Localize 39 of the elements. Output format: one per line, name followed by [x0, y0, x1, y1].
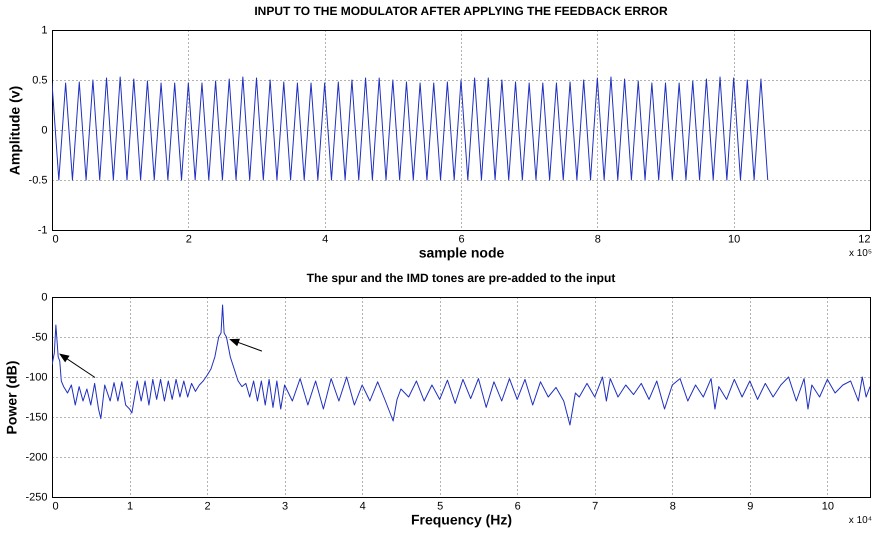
- y-tick-label: -1: [38, 224, 48, 236]
- x-tick-label: 7: [592, 500, 598, 512]
- x-axis-title: Frequency (Hz): [410, 512, 512, 528]
- x-tick-label: 0: [52, 234, 59, 246]
- text: x 10⁵: [848, 248, 872, 259]
- y-tick-label: 1: [41, 24, 48, 36]
- x-tick-label: 8: [670, 500, 676, 512]
- x-axis-title: sample node: [418, 244, 504, 260]
- y-tick-label: -250: [25, 492, 48, 504]
- x-tick-label: 1: [126, 500, 134, 512]
- x-tick-label: 6: [458, 234, 465, 246]
- chart-title: The spur and the IMD tones are pre-added to the input: [306, 271, 616, 285]
- x-tick-label: 5: [437, 500, 444, 512]
- x-tick-label: 9: [747, 500, 754, 512]
- y-tick-label: 0: [41, 292, 48, 304]
- chart-title: INPUT TO THE MODULATOR AFTER APPLYING THE FEEDBACK ERROR: [254, 4, 668, 18]
- line-series: [52, 304, 870, 426]
- y-tick-label: 0: [41, 124, 48, 136]
- y-axis-title: Amplitude (v): [6, 86, 23, 176]
- x-tick-label: 3: [282, 500, 288, 512]
- x-tick-label: 4: [360, 500, 366, 512]
- x-tick-label: 2: [204, 500, 211, 512]
- line-series: [52, 76, 768, 180]
- text: x 10⁴: [848, 515, 872, 526]
- x-tick-label: 4: [322, 234, 328, 246]
- x-tick-label: 10: [728, 234, 740, 246]
- y-tick-label: -0.5: [28, 174, 48, 186]
- y-tick-label: -100: [25, 372, 48, 384]
- x-tick-label: 8: [594, 234, 601, 246]
- x-tick-label: 2: [186, 234, 192, 246]
- y-axis-title: Power (dB): [3, 360, 20, 434]
- y-tick-label: -200: [25, 452, 48, 464]
- y-tick-label: 0.5: [32, 74, 48, 86]
- y-tick-label: -150: [25, 412, 48, 424]
- x-tick-label: 0: [52, 500, 59, 512]
- y-tick-label: -50: [32, 332, 48, 344]
- x-tick-label: 6: [514, 500, 521, 512]
- x-tick-label: 12: [858, 234, 870, 246]
- x-tick-label: 10: [822, 500, 834, 512]
